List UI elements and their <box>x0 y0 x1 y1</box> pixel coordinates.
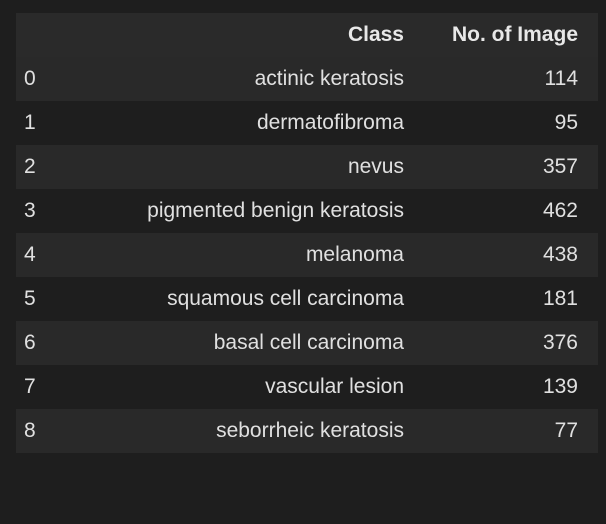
row-index: 7 <box>24 375 36 398</box>
count-cell: 462 <box>542 199 578 222</box>
class-cell: vascular lesion <box>265 375 404 398</box>
count-column-header: No. of Image <box>451 23 578 46</box>
class-column-header: Class <box>347 23 404 46</box>
count-cell: 376 <box>542 331 578 354</box>
table-header: Class No. of Image <box>16 13 598 57</box>
dataframe-table: Class No. of Image 0 actinic keratosis 1… <box>16 13 598 453</box>
row-index: 3 <box>24 199 36 222</box>
class-cell: basal cell carcinoma <box>213 331 404 354</box>
count-cell: 95 <box>554 111 578 134</box>
table-row: 6 basal cell carcinoma 376 <box>16 321 598 365</box>
table-row: 7 vascular lesion 139 <box>16 365 598 409</box>
count-cell: 139 <box>542 375 578 398</box>
count-cell: 77 <box>554 419 578 442</box>
table-body: 0 actinic keratosis 114 1 dermatofibroma… <box>16 57 598 453</box>
row-index: 2 <box>24 155 36 178</box>
table-row: 3 pigmented benign keratosis 462 <box>16 189 598 233</box>
table-row: 5 squamous cell carcinoma 181 <box>16 277 598 321</box>
index-header <box>16 13 64 57</box>
class-cell: melanoma <box>305 243 404 266</box>
class-cell: nevus <box>347 155 404 178</box>
row-index: 6 <box>24 331 36 354</box>
row-index: 8 <box>24 419 36 442</box>
table-row: 2 nevus 357 <box>16 145 598 189</box>
count-cell: 357 <box>542 155 578 178</box>
count-cell: 114 <box>544 67 578 90</box>
header-row: Class No. of Image <box>16 13 598 57</box>
row-index: 1 <box>24 111 36 134</box>
table-row: 0 actinic keratosis 114 <box>16 57 598 101</box>
class-cell: dermatofibroma <box>256 111 404 134</box>
row-index: 0 <box>24 67 36 90</box>
class-cell: squamous cell carcinoma <box>167 287 404 310</box>
row-index: 4 <box>24 243 36 266</box>
count-cell: 181 <box>542 287 578 310</box>
class-cell: pigmented benign keratosis <box>147 199 404 222</box>
table-row: 4 melanoma 438 <box>16 233 598 277</box>
class-cell: actinic keratosis <box>254 67 404 90</box>
table-row: 8 seborrheic keratosis 77 <box>16 409 598 453</box>
row-index: 5 <box>24 287 36 310</box>
class-cell: seborrheic keratosis <box>216 419 404 442</box>
count-cell: 438 <box>542 243 578 266</box>
table-row: 1 dermatofibroma 95 <box>16 101 598 145</box>
